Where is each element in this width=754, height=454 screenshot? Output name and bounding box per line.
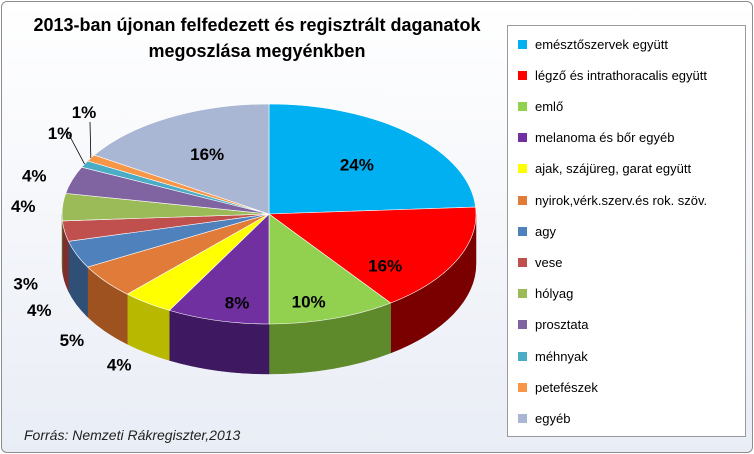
legend-label: hólyag [535, 286, 574, 302]
legend-item: vese [518, 252, 562, 272]
chart-title: 2013-ban újonan felfedezett és regisztrá… [12, 12, 502, 64]
legend-swatch [518, 226, 527, 236]
legend-swatch [518, 351, 527, 361]
legend-item: légző és intrathoracalis együtt [518, 65, 707, 85]
pie-labels: 24% 16% 10% 8% 4% 5% 4% 3% 4% 4% 1% 1% 16% [11, 103, 402, 375]
slice-value-label: 4% [27, 301, 52, 320]
pie-top [61, 103, 477, 325]
legend-label: emlő [535, 98, 564, 114]
slice-value-label: 16% [190, 145, 224, 164]
legend-swatch [518, 195, 527, 205]
legend-swatch [518, 133, 527, 143]
legend-item: melanoma és bőr egyéb [518, 128, 674, 148]
pie-slice [93, 103, 270, 215]
legend-label: petefészek [535, 379, 598, 395]
legend-item: agy [518, 221, 556, 241]
pie-sides [61, 213, 477, 375]
slice-value-label: 16% [368, 257, 402, 276]
legend-item: emésztőszervek együtt [518, 34, 668, 54]
slice-value-label: 1% [48, 124, 73, 143]
legend-swatch [518, 70, 527, 80]
legend-label: méhnyak [535, 348, 588, 364]
legend-item: hólyag [518, 284, 573, 304]
legend-swatch [518, 320, 527, 330]
slice-value-label: 1% [72, 103, 97, 122]
legend-item: méhnyak [518, 346, 588, 366]
legend-label: prosztata [535, 317, 589, 333]
legend-label: egyéb [535, 410, 571, 426]
slice-value-label: 4% [22, 167, 47, 186]
legend-label: emésztőszervek együtt [535, 36, 668, 52]
legend-item: egyéb [518, 408, 570, 428]
legend-swatch [518, 413, 527, 423]
legend-label: agy [535, 223, 556, 239]
legend: emésztőszervek együtt légző és intrathora… [507, 25, 746, 437]
legend-item: nyirok,vérk.szerv.és rok. szöv. [518, 190, 707, 210]
legend-item: prosztata [518, 315, 588, 335]
legend-item: petefészek [518, 377, 598, 397]
legend-label: ajak, szájüreg, garat együtt [535, 161, 692, 177]
slice-value-label: 24% [340, 155, 374, 174]
legend-swatch [518, 382, 527, 392]
legend-swatch [518, 257, 527, 267]
pie-slice [268, 213, 392, 325]
slice-value-label: 4% [107, 356, 132, 375]
legend-swatch [518, 101, 527, 111]
legend-label: nyirok,vérk.szerv.és rok. szöv. [535, 192, 708, 208]
legend-label: melanoma és bőr egyéb [535, 130, 675, 146]
leader-line [65, 128, 85, 165]
chart-title-line-2: megoszlása megyénkben [148, 41, 366, 61]
legend-swatch [518, 164, 527, 174]
legend-swatch [518, 39, 527, 49]
pie-slice [268, 103, 476, 215]
legend-label: légző és intrathoracalis együtt [535, 67, 707, 83]
legend-swatch [518, 289, 527, 299]
slice-value-label: 8% [225, 294, 250, 313]
source-note: Forrás: Nemzeti Rákregiszter,2013 [24, 427, 241, 443]
chart-title-line-1: 2013-ban újonan felfedezett és regisztrá… [33, 15, 481, 35]
slice-value-label: 4% [11, 197, 36, 216]
legend-label: vese [535, 254, 563, 270]
legend-item: emlő [518, 96, 563, 116]
pie-slice [268, 206, 477, 304]
legend-item: ajak, szájüreg, garat együtt [518, 159, 691, 179]
slice-value-label: 5% [60, 331, 85, 350]
leader-line [89, 121, 92, 159]
pie-slice [168, 213, 270, 325]
slice-value-label: 10% [292, 292, 326, 311]
slice-value-label: 3% [13, 274, 38, 293]
